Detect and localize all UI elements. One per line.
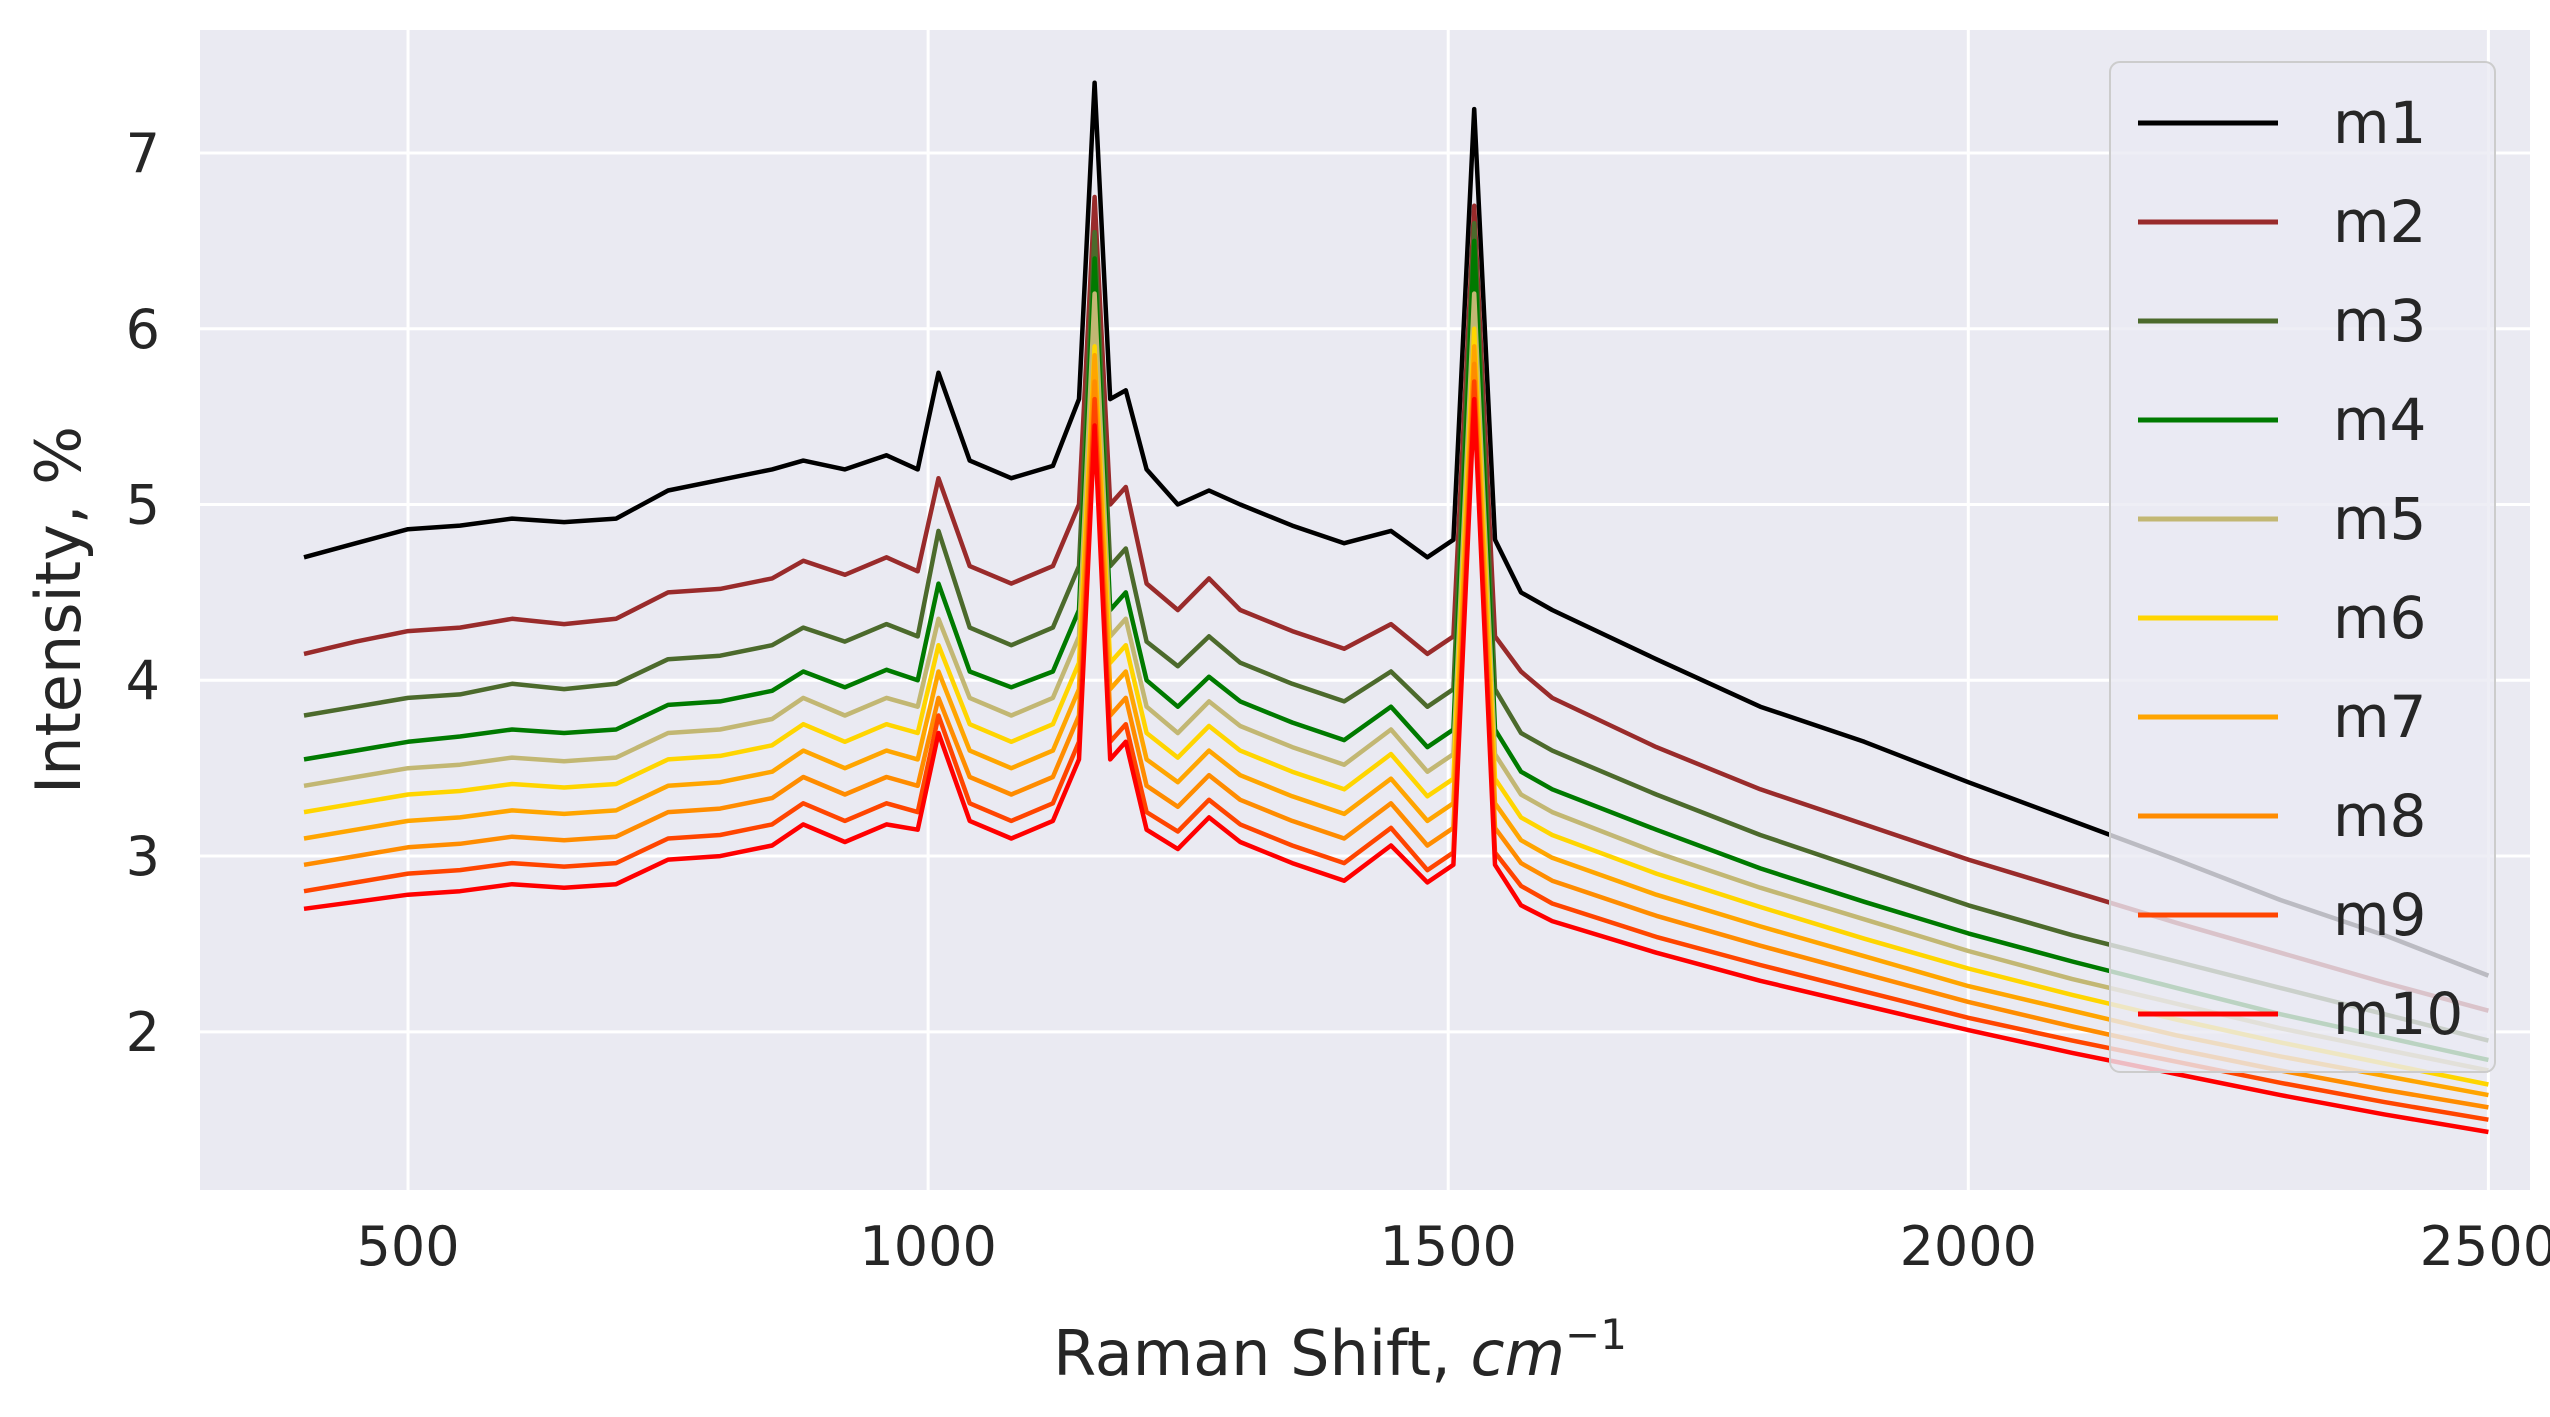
- legend-entry-m10: m10: [2138, 980, 2463, 1048]
- legend-label: m6: [2333, 584, 2426, 652]
- x-tick-label: 1000: [859, 1215, 996, 1278]
- y-tick-label: 5: [126, 474, 160, 537]
- legend-entry-m2: m2: [2138, 188, 2426, 256]
- y-axis-ticks: 2 3 4 5 6 7: [126, 122, 160, 1064]
- x-tick-label: 2000: [1900, 1215, 2037, 1278]
- legend-box: [2109, 61, 2496, 1073]
- legend-entry-m5: m5: [2138, 485, 2426, 553]
- series-line-m4: [303, 238, 2489, 1063]
- legend-entry-m4: m4: [2138, 386, 2426, 454]
- series-lines: [303, 80, 2490, 1135]
- y-tick-label: 3: [126, 825, 160, 888]
- x-axis-label: Raman Shift, cm−1: [1053, 1310, 1627, 1390]
- series-line-m3: [303, 221, 2489, 1043]
- series-line-m10: [303, 396, 2489, 1135]
- legend-entry-m1: m1: [2138, 89, 2426, 157]
- legend-entry-m8: m8: [2138, 782, 2426, 850]
- series-line-m7: [303, 344, 2489, 1098]
- y-tick-label: 4: [126, 649, 160, 712]
- y-tick-label: 6: [126, 298, 160, 361]
- legend-label: m9: [2333, 881, 2426, 949]
- legend-label: m5: [2333, 485, 2426, 553]
- x-tick-label: 500: [356, 1215, 459, 1278]
- legend-label: m1: [2333, 89, 2426, 157]
- legend-label: m4: [2333, 386, 2426, 454]
- legend-entry-m3: m3: [2138, 287, 2426, 355]
- legend-entry-m7: m7: [2138, 683, 2426, 751]
- legend-label: m7: [2333, 683, 2426, 751]
- legend-label: m3: [2333, 287, 2426, 355]
- legend: m1 m2 m3 m4 m5 m6 m7 m8 m9 m10: [2109, 61, 2496, 1073]
- series-line-m1: [303, 80, 2490, 978]
- x-axis-ticks: 500 1000 1500 2000 2500: [356, 1215, 2550, 1278]
- series-line-m5: [303, 291, 2489, 1073]
- legend-entry-m6: m6: [2138, 584, 2426, 652]
- legend-label: m8: [2333, 782, 2426, 850]
- x-tick-label: 1500: [1379, 1215, 1516, 1278]
- x-tick-label: 2500: [2420, 1215, 2550, 1278]
- y-axis-label: Intensity, %: [22, 426, 95, 794]
- y-tick-label: 2: [126, 1001, 160, 1064]
- legend-label: m10: [2333, 980, 2463, 1048]
- y-tick-label: 7: [126, 122, 160, 185]
- series-line-m8: [303, 361, 2489, 1110]
- series-line-m9: [303, 379, 2489, 1122]
- series-line-m6: [303, 326, 2489, 1087]
- legend-entry-m9: m9: [2138, 881, 2426, 949]
- legend-label: m2: [2333, 188, 2426, 256]
- series-line-m2: [303, 194, 2489, 1013]
